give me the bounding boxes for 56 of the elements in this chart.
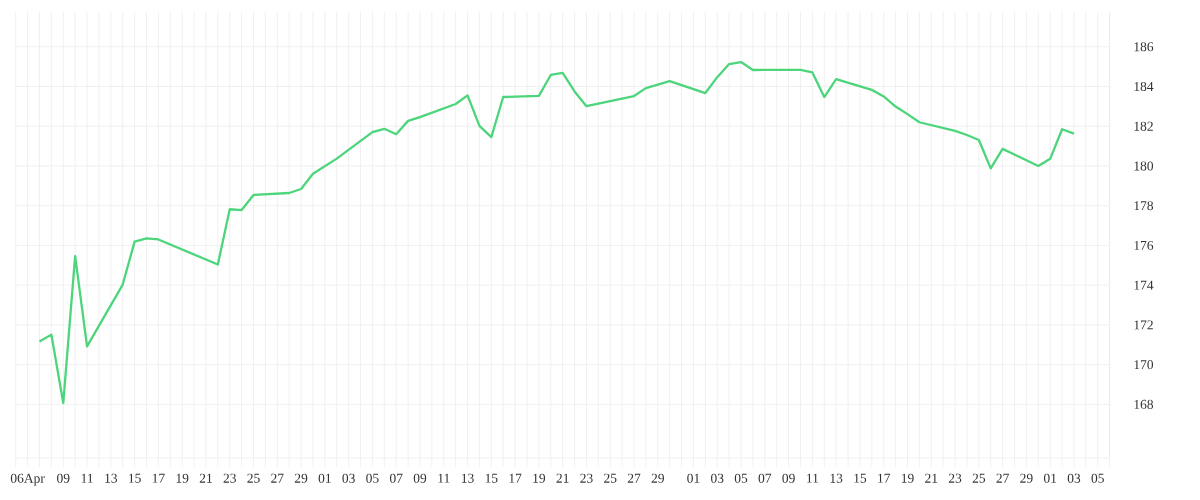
y-tick-label: 174 — [1134, 280, 1154, 290]
y-tick-label: 186 — [1134, 42, 1154, 52]
x-tick-label: 19 — [176, 473, 189, 483]
x-tick-label: 25 — [972, 473, 986, 483]
x-tick-label: 19 — [533, 473, 546, 483]
x-tick-label: 07 — [758, 473, 772, 483]
x-tick-label: 23 — [223, 473, 236, 483]
x-tick-label: 23 — [580, 473, 593, 483]
x-tick-label: 17 — [509, 473, 522, 483]
x-tick-label: 21 — [925, 473, 938, 483]
x-tick-label: 17 — [152, 473, 165, 483]
x-tick-label: 29 — [651, 473, 664, 483]
x-tick-label: 29 — [294, 473, 308, 483]
x-tick-label: 11 — [81, 473, 93, 483]
x-tick-label: 15 — [485, 473, 498, 483]
x-tick-label: 11 — [807, 473, 819, 483]
x-tick-label: 01 — [1043, 473, 1057, 483]
x-tick-label: 01 — [687, 473, 700, 483]
x-tick-label: 09 — [57, 473, 70, 483]
x-tick-label: 21 — [199, 473, 212, 483]
x-tick-label: 27 — [627, 473, 641, 483]
x-tick-label: 13 — [105, 473, 118, 483]
x-tick-label: 21 — [556, 473, 569, 483]
x-tick-label: 03 — [711, 473, 724, 483]
x-tick-label: 05 — [366, 473, 379, 483]
x-tick-label: 03 — [1067, 473, 1081, 483]
x-tick-label: 25 — [247, 473, 260, 483]
x-tick-label: 29 — [1020, 473, 1033, 483]
x-tick-label: 09 — [782, 473, 795, 483]
x-tick-label: 11 — [438, 473, 450, 483]
y-tick-label: 182 — [1134, 121, 1153, 131]
x-tick-label: 25 — [604, 473, 617, 483]
x-tick-label: 01 — [318, 473, 331, 483]
x-tick-label: 27 — [271, 473, 284, 483]
x-tick-label: 13 — [461, 473, 474, 483]
y-tick-label: 176 — [1134, 240, 1154, 250]
x-tick-label: 07 — [389, 473, 403, 483]
x-tick-label: 05 — [734, 473, 748, 483]
x-tick-label: 13 — [830, 473, 843, 483]
x-tick-label: 15 — [854, 473, 867, 483]
y-tick-label: 172 — [1134, 320, 1153, 330]
x-tick-label: 09 — [413, 473, 427, 483]
x-tick-label: 15 — [129, 473, 141, 483]
y-tick-label: 184 — [1134, 81, 1154, 92]
x-tick-label: 05 — [1091, 473, 1104, 483]
y-tick-label: 178 — [1134, 201, 1154, 211]
x-tick-label: 03 — [342, 473, 355, 483]
line-series — [38, 60, 1076, 405]
y-tick-label: 180 — [1134, 161, 1154, 171]
x-tick-label: 06Apr — [10, 473, 45, 486]
x-tick-label: 27 — [996, 473, 1009, 483]
y-tick-label: 168 — [1134, 399, 1154, 409]
y-tick-label: 170 — [1134, 360, 1154, 370]
x-tick-label: 19 — [901, 473, 914, 483]
x-tick-label: 23 — [948, 473, 962, 483]
x-tick-label: 17 — [878, 473, 891, 483]
